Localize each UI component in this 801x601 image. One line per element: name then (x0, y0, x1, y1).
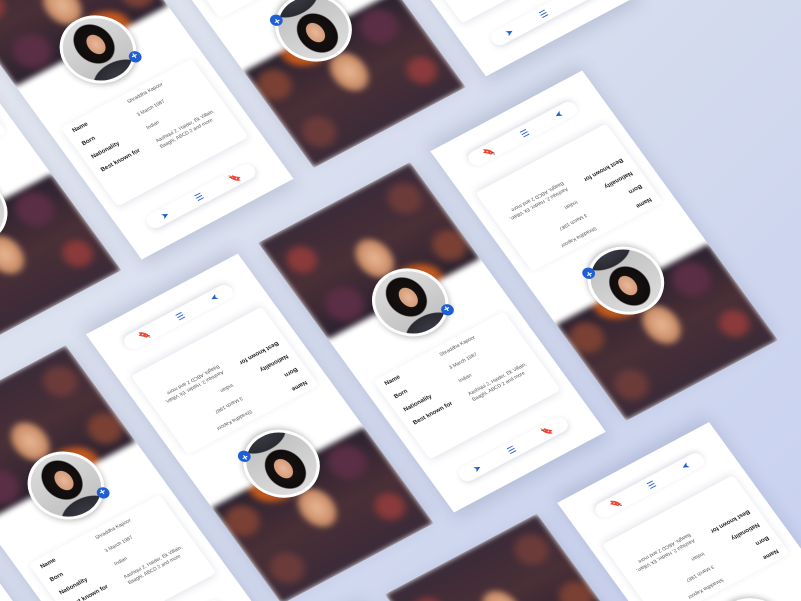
menu-icon[interactable]: ☰ (645, 478, 659, 491)
add-icon[interactable]: + (267, 12, 286, 28)
menu-icon[interactable]: ☰ (536, 7, 550, 20)
menu-icon[interactable]: ☰ (192, 190, 206, 203)
bookmark-icon[interactable]: 🔖 (480, 145, 497, 160)
bookmark-icon[interactable]: 🔖 (539, 423, 556, 438)
menu-icon[interactable]: ☰ (504, 443, 518, 456)
bookmark-icon[interactable]: 🔖 (227, 170, 243, 185)
menu-icon[interactable]: ☰ (518, 127, 532, 140)
bookmark-icon[interactable]: 🔖 (571, 0, 587, 1)
add-icon[interactable]: + (126, 49, 145, 65)
bottom-nav: ➤ ☰ 🔖 (487, 0, 604, 48)
add-icon[interactable]: + (438, 302, 457, 318)
bookmark-icon[interactable]: 🔖 (607, 497, 624, 511)
location-arrow-icon[interactable]: ➤ (470, 462, 484, 474)
location-arrow-icon[interactable]: ➤ (208, 292, 222, 305)
add-icon[interactable]: + (579, 265, 598, 281)
location-arrow-icon[interactable]: ➤ (552, 109, 566, 121)
add-icon[interactable]: + (235, 448, 254, 465)
menu-icon[interactable]: ☰ (173, 310, 187, 323)
info-row-known-for: Best known for Aashiqui 2, Haider, Ek Vil… (67, 544, 184, 601)
bookmark-icon[interactable]: 🔖 (136, 328, 153, 343)
location-arrow-icon[interactable]: ➤ (502, 25, 516, 38)
add-icon[interactable]: + (94, 485, 113, 501)
location-arrow-icon[interactable]: ➤ (158, 209, 172, 221)
location-arrow-icon[interactable]: ➤ (679, 460, 693, 473)
